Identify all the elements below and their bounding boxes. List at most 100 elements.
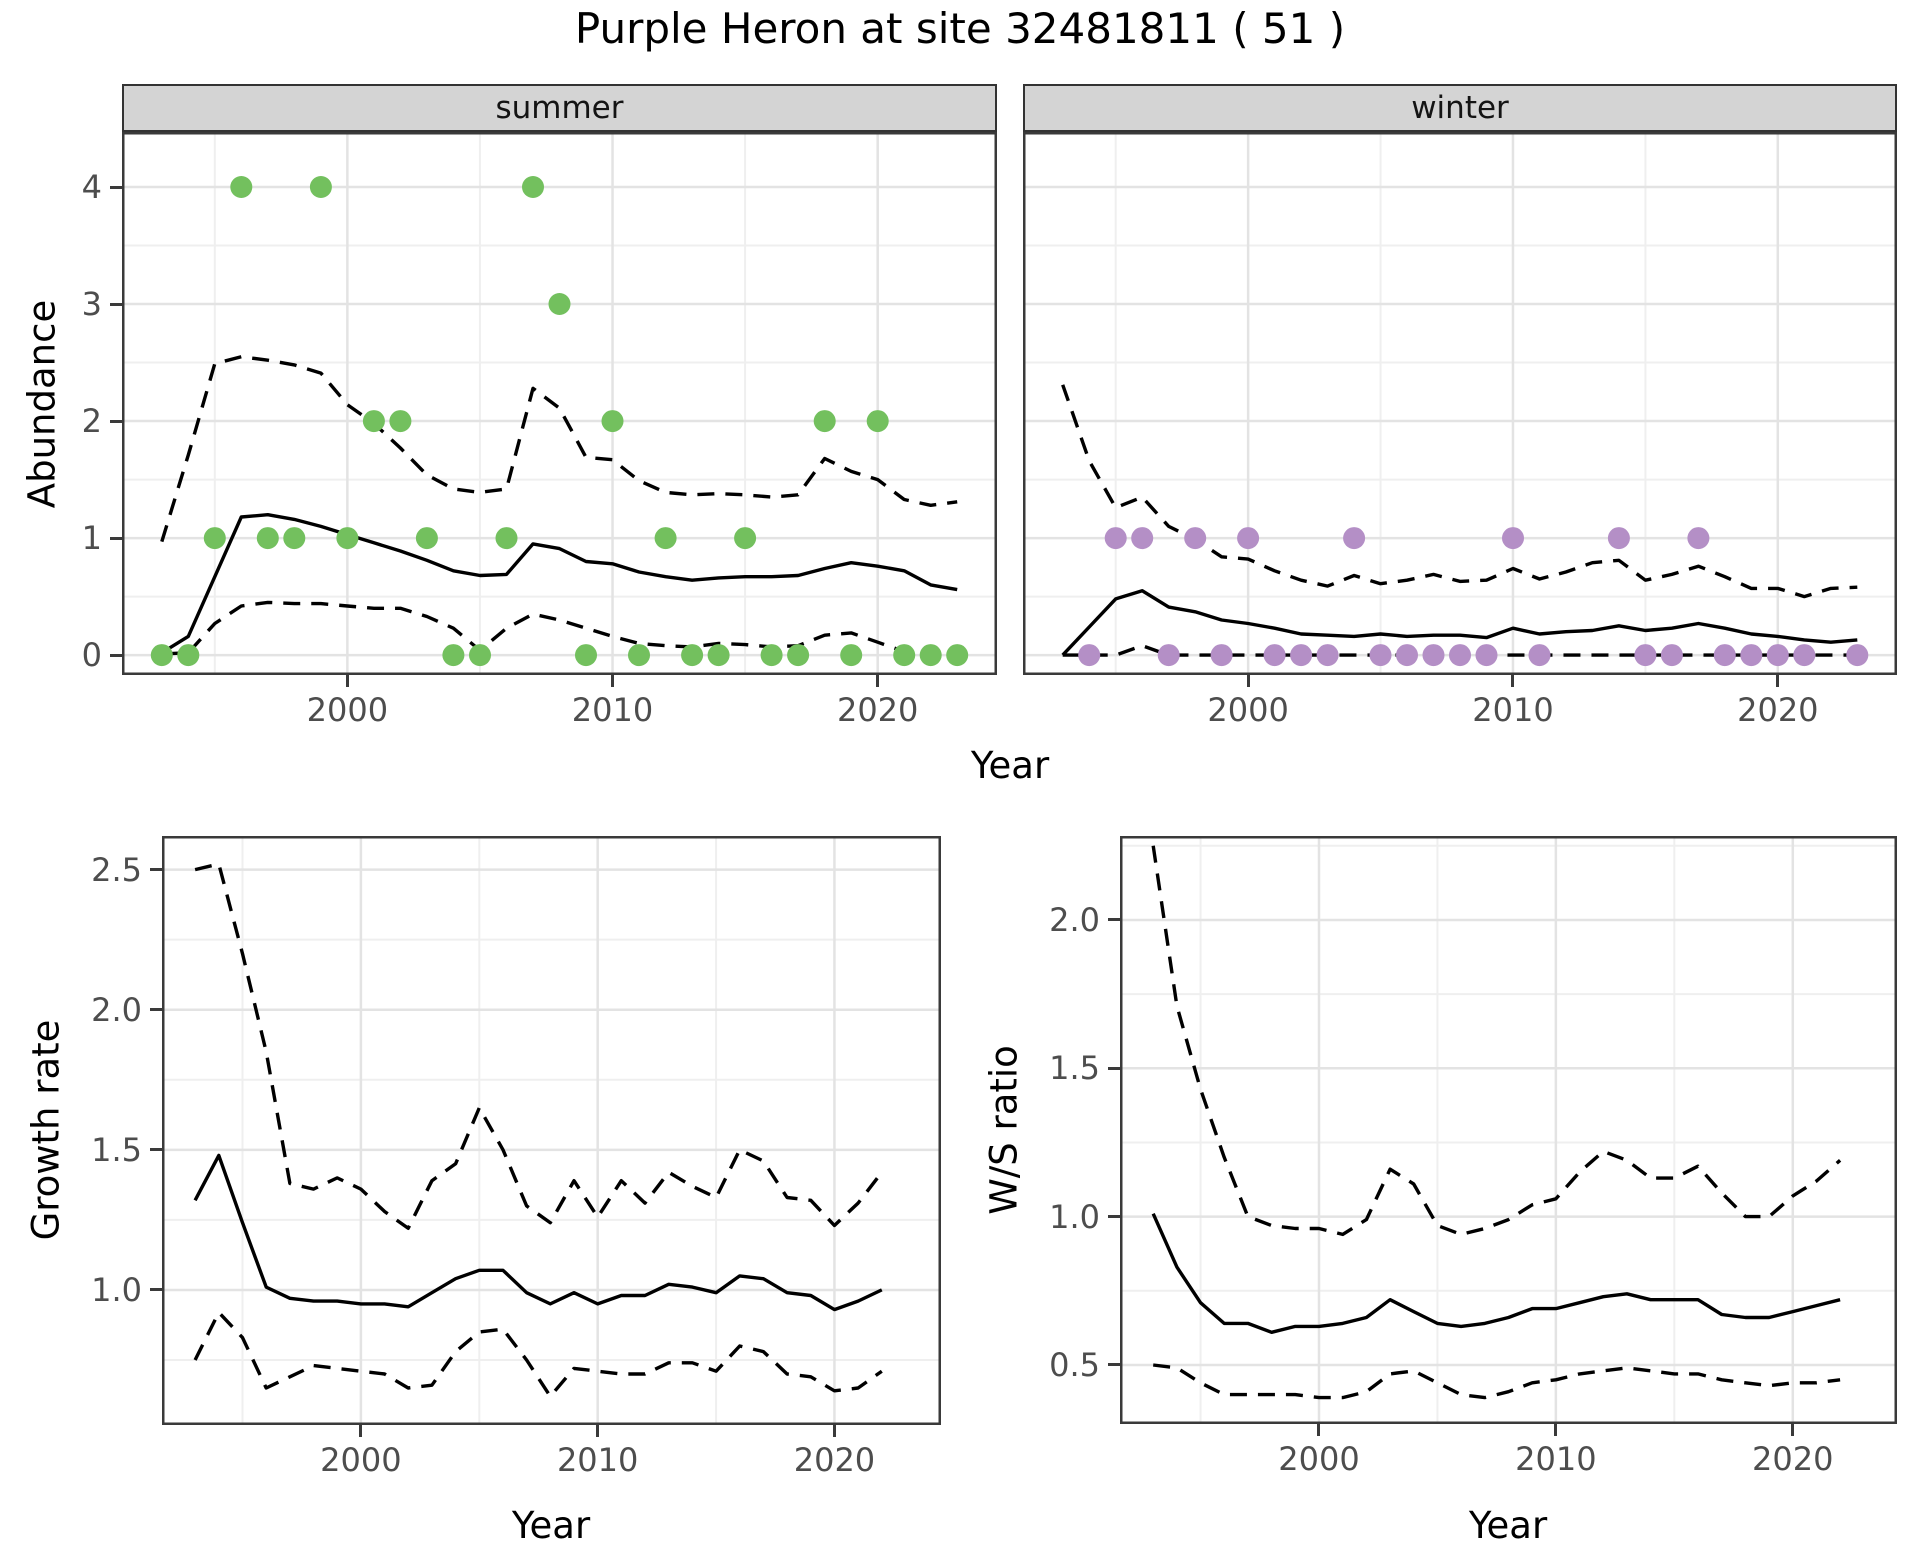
abundance-summer-observation-point bbox=[150, 644, 173, 667]
abundance-summer-observation-point bbox=[628, 644, 650, 667]
y-tick-label: 0.5 bbox=[1049, 1345, 1100, 1384]
abundance-summer-observation-point bbox=[256, 527, 279, 550]
x-tick-mark bbox=[1791, 1424, 1795, 1436]
abundance-summer-observation-point bbox=[601, 410, 624, 433]
abundance-winter-observation-point bbox=[1078, 644, 1101, 667]
y-tick-label: 2.0 bbox=[91, 990, 142, 1029]
panel-growth-rate bbox=[162, 836, 941, 1425]
x-tick-mark bbox=[596, 1425, 600, 1437]
abundance-summer-upper-ci-line bbox=[160, 355, 958, 543]
abundance-summer-observation-point bbox=[654, 527, 677, 550]
x-tick-mark bbox=[1317, 1424, 1321, 1436]
x-tick-label: 2010 bbox=[1515, 1440, 1597, 1478]
x-tick-mark bbox=[832, 1425, 836, 1437]
x-tick-mark bbox=[1246, 675, 1250, 687]
panel-border bbox=[1120, 836, 1897, 1424]
abundance-winter-observation-point bbox=[1290, 644, 1313, 667]
y-tick-label: 2.5 bbox=[91, 850, 142, 889]
abundance-summer-observation-point bbox=[919, 644, 942, 667]
y-tick-mark bbox=[110, 653, 122, 657]
abundance-winter-observation-point bbox=[1396, 644, 1418, 667]
abundance-winter-observation-point bbox=[1316, 644, 1339, 667]
abundance-winter-observation-point bbox=[1449, 644, 1471, 667]
abundance-summer-observation-point bbox=[946, 644, 969, 667]
facet-strip-summer-label: summer bbox=[495, 90, 624, 126]
abundance-winter-observation-point bbox=[1343, 527, 1366, 550]
abundance-summer-mean-line bbox=[160, 513, 958, 655]
abundance-summer-observation-point bbox=[840, 644, 863, 667]
panel-ws-ratio bbox=[1120, 836, 1897, 1424]
y-tick-mark bbox=[150, 1148, 162, 1152]
y-tick-mark bbox=[150, 1288, 162, 1292]
abundance-summer-lower-ci-line bbox=[161, 600, 958, 656]
abundance-summer-observation-point bbox=[787, 644, 810, 667]
x-axis-title-year-top: Year bbox=[970, 744, 1050, 787]
y-tick-label: 1 bbox=[81, 519, 102, 558]
abundance-winter-observation-point bbox=[1369, 644, 1392, 667]
abundance-winter-observation-point bbox=[1528, 644, 1551, 667]
abundance-winter-mean-line bbox=[1061, 589, 1858, 657]
panel-border bbox=[162, 836, 941, 1425]
abundance-winter-observation-point bbox=[1237, 527, 1260, 550]
ws-ratio-mean-line bbox=[1151, 1213, 1841, 1334]
growth-rate-upper-ci-line bbox=[194, 862, 884, 1230]
y-tick-mark bbox=[1108, 1215, 1120, 1219]
x-tick-mark bbox=[359, 1425, 363, 1437]
growth-rate-lower-ci-line bbox=[193, 1310, 883, 1399]
abundance-winter-observation-point bbox=[1422, 644, 1445, 667]
abundance-winter-observation-point bbox=[1104, 527, 1127, 550]
abundance-winter-observation-point bbox=[1502, 527, 1524, 550]
y-tick-mark bbox=[110, 185, 122, 189]
y-tick-mark bbox=[110, 302, 122, 306]
x-tick-label: 2000 bbox=[1278, 1440, 1360, 1478]
y-tick-label: 3 bbox=[81, 285, 102, 324]
x-tick-label: 2010 bbox=[1472, 691, 1554, 729]
y-tick-label: 1.5 bbox=[91, 1130, 142, 1169]
y-tick-mark bbox=[110, 419, 122, 423]
facet-strip-winter: winter bbox=[1023, 84, 1897, 132]
abundance-summer-observation-point bbox=[707, 644, 730, 667]
abundance-summer-observation-point bbox=[681, 644, 704, 667]
panel-abundance-winter bbox=[1023, 132, 1897, 675]
y-tick-mark bbox=[1108, 918, 1120, 922]
abundance-summer-observation-point bbox=[283, 527, 306, 550]
x-axis-title-year-bottom-left: Year bbox=[511, 1504, 591, 1547]
abundance-winter-observation-point bbox=[1475, 644, 1498, 667]
x-tick-mark bbox=[1776, 675, 1780, 687]
abundance-summer-observation-point bbox=[469, 644, 491, 667]
x-tick-label: 2020 bbox=[793, 1441, 876, 1479]
x-tick-label: 2000 bbox=[1207, 691, 1289, 729]
x-tick-label: 2020 bbox=[1737, 691, 1819, 729]
abundance-summer-observation-point bbox=[309, 176, 332, 198]
abundance-summer-observation-point bbox=[415, 527, 438, 550]
abundance-summer-observation-point bbox=[362, 410, 385, 433]
abundance-summer-observation-point bbox=[734, 527, 757, 550]
abundance-winter-observation-point bbox=[1713, 644, 1736, 667]
abundance-summer-observation-point bbox=[230, 176, 253, 198]
y-tick-label: 0 bbox=[81, 636, 102, 675]
abundance-winter-observation-point bbox=[1157, 644, 1180, 667]
ws-ratio-lower-ci-line bbox=[1152, 1363, 1841, 1400]
abundance-summer-observation-point bbox=[548, 293, 571, 315]
abundance-winter-observation-point bbox=[1184, 527, 1207, 550]
growth-rate-mean-line bbox=[193, 1153, 883, 1312]
abundance-summer-observation-point bbox=[495, 527, 518, 550]
y-tick-mark bbox=[1108, 1363, 1120, 1367]
abundance-winter-observation-point bbox=[1687, 527, 1710, 550]
x-tick-label: 2020 bbox=[1752, 1440, 1834, 1478]
x-tick-label: 2010 bbox=[571, 691, 654, 729]
x-tick-mark bbox=[876, 675, 880, 687]
abundance-summer-observation-point bbox=[522, 176, 544, 198]
abundance-winter-observation-point bbox=[1634, 644, 1657, 667]
abundance-winter-observation-point bbox=[1131, 527, 1154, 550]
x-tick-label: 2010 bbox=[556, 1441, 639, 1479]
x-tick-mark bbox=[611, 675, 615, 687]
abundance-winter-observation-point bbox=[1210, 644, 1233, 667]
abundance-winter-observation-point bbox=[1846, 644, 1869, 667]
abundance-winter-observation-point bbox=[1660, 644, 1683, 667]
abundance-winter-observation-point bbox=[1607, 527, 1630, 550]
abundance-summer-observation-point bbox=[389, 410, 412, 433]
y-tick-label: 1.0 bbox=[91, 1270, 142, 1309]
ws-ratio-upper-ci-line bbox=[1151, 845, 1842, 1237]
